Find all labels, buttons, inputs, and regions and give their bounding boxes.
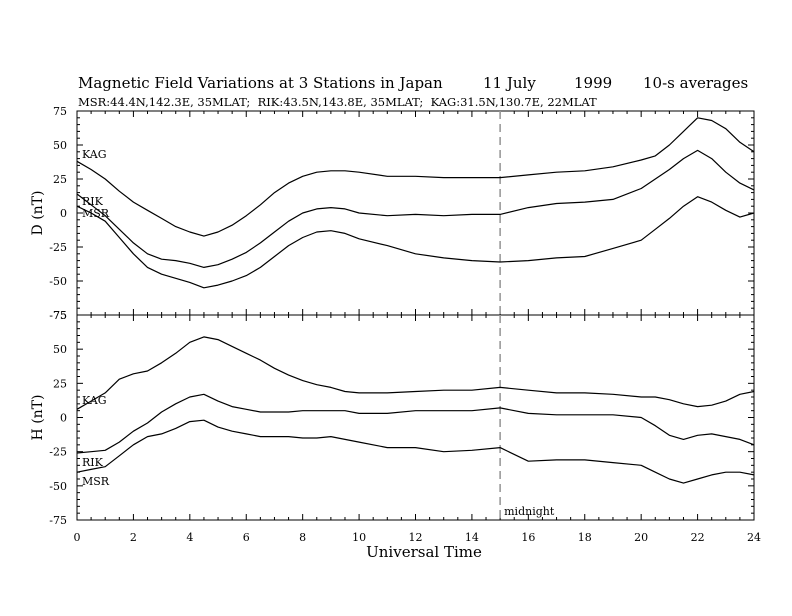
series-line-kag [76,336,755,410]
chart-year: 1999 [574,74,612,92]
x-tick-label: 16 [521,531,535,544]
y-tick-label: -25 [49,241,67,254]
x-tick-label: 4 [186,531,193,544]
y-tick-label: -25 [49,446,67,459]
y-tick-label: 25 [53,173,67,186]
y-tick-label: 75 [53,105,67,118]
x-tick-label: 10 [352,531,366,544]
station-label-msr: MSR [82,207,110,220]
x-tick-label: 2 [130,531,137,544]
chart-title: Magnetic Field Variations at 3 Stations … [78,74,443,92]
x-axis-label: Universal Time [366,543,482,561]
y-tick-label: -75 [49,309,67,322]
station-label-rik: RIK [82,195,104,208]
x-tick-label: 0 [74,531,81,544]
series-line-rik [76,149,755,268]
y-tick-label: -50 [49,275,67,288]
y-tick-label: 75 [53,309,67,322]
x-tick-label: 12 [409,531,423,544]
y-tick-label: -75 [49,514,67,527]
panel-frame [76,314,755,521]
series-line-msr [76,196,755,289]
panel-h: 75 50 25 0 -25 -50 -75 H (nT) KAG RIK MSR [30,309,755,527]
series-line-kag [76,117,755,237]
station-label-msr: MSR [82,475,110,488]
y-tick-label: 50 [53,343,67,356]
y-tick-label: 50 [53,139,67,152]
series-line-rik [76,393,755,454]
chart-averaging: 10-s averages [643,74,748,92]
station-label-kag: KAG [82,148,107,161]
x-tick-label: 20 [634,531,648,544]
y-tick-label: 0 [60,207,67,220]
x-tick-label: 14 [465,531,479,544]
station-label-kag: KAG [82,394,107,407]
chart-date: 11 July [483,74,536,92]
y-tick-label: 0 [60,412,67,425]
x-tick-label: 8 [299,531,306,544]
x-tick-label: 22 [691,531,705,544]
x-tick-label: 24 [747,531,761,544]
series-line-msr [76,419,755,484]
y-axis-label: H (nT) [30,395,46,441]
y-axis-label: D (nT) [30,191,46,236]
x-tick-label: 18 [578,531,592,544]
panel-frame [76,110,755,316]
x-tick-label: 6 [243,531,250,544]
station-label-rik: RIK [82,456,104,469]
y-tick-label: 25 [53,377,67,390]
chart-subtitle: MSR:44.4N,142.3E, 35MLAT; RIK:43.5N,143.… [78,95,597,109]
midnight-label: midnight [504,505,555,518]
y-tick-label: -50 [49,480,67,493]
